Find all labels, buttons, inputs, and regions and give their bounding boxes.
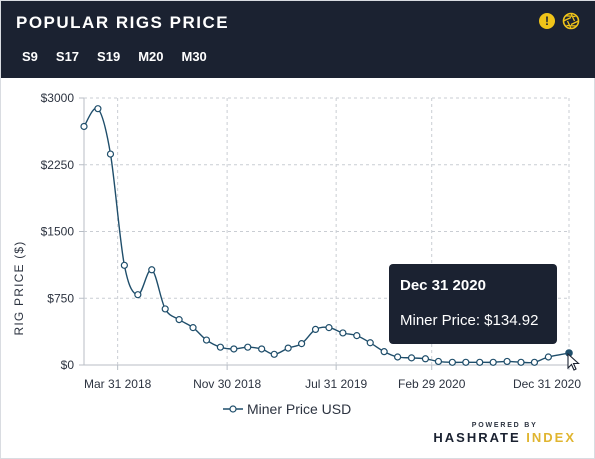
price-point[interactable] — [544, 353, 552, 361]
price-points — [80, 105, 573, 366]
powered-by-text: POWERED BY — [471, 422, 538, 429]
price-point[interactable] — [353, 332, 361, 340]
brand-accent: INDEX — [526, 430, 576, 445]
price-point[interactable] — [175, 316, 183, 324]
price-point[interactable] — [489, 358, 497, 366]
aperture-icon[interactable] — [562, 12, 580, 30]
price-point[interactable] — [339, 329, 347, 337]
price-point[interactable] — [202, 336, 211, 344]
price-point[interactable] — [503, 357, 511, 366]
x-tick-label: Mar 31 2018 — [84, 377, 152, 391]
price-point[interactable] — [258, 345, 266, 353]
price-point[interactable] — [421, 355, 430, 363]
legend-label: Miner Price USD — [247, 401, 352, 417]
price-point[interactable] — [434, 357, 443, 366]
brand-name: HASHRATE INDEX — [433, 430, 576, 445]
price-point[interactable] — [530, 358, 539, 366]
tab-s19[interactable]: S19 — [97, 49, 121, 64]
y-tick-label: $0 — [61, 358, 75, 372]
tab-s17[interactable]: S17 — [55, 49, 80, 64]
powered-by-logo[interactable]: POWERED BY HASHRATE INDEX — [433, 422, 576, 445]
rig-model-tabs: S9 S17 S19 M20 M30 — [16, 45, 213, 68]
brand-main: HASHRATE — [433, 430, 521, 445]
price-point[interactable] — [297, 340, 306, 348]
y-tick-label: $1500 — [41, 225, 75, 239]
tooltip-date: Dec 31 2020 — [400, 277, 486, 294]
price-point[interactable] — [407, 354, 416, 362]
price-point[interactable] — [189, 324, 197, 332]
tab-m30[interactable]: M30 — [181, 49, 207, 64]
price-point[interactable] — [476, 358, 484, 366]
price-point[interactable] — [462, 358, 470, 366]
price-point[interactable] — [134, 291, 142, 299]
cursor-pointer-icon — [567, 353, 580, 371]
price-point[interactable] — [148, 266, 156, 274]
price-point[interactable] — [120, 261, 128, 269]
y-axis-label: RIG PRICE ($) — [12, 241, 26, 336]
chart-legend-item[interactable]: Miner Price USD — [223, 401, 351, 417]
widget-header: POPULAR RIGS PRICE ! S9 S17 S19 M20 M30 — [1, 1, 595, 78]
price-point[interactable] — [80, 122, 88, 131]
price-point[interactable] — [106, 150, 115, 158]
price-point[interactable] — [216, 343, 224, 351]
price-point[interactable] — [448, 358, 456, 366]
price-chart: RIG PRICE ($) $0 $750 $1500 $2250 $3000 Mar … — [12, 91, 581, 391]
y-tick-labels: $0 $750 $1500 $2250 $3000 — [41, 91, 75, 372]
price-point[interactable] — [161, 305, 169, 313]
x-tick-label: Nov 30 2018 — [193, 377, 261, 391]
price-point[interactable] — [366, 339, 374, 347]
y-tick-label: $2250 — [41, 158, 75, 172]
price-point[interactable] — [380, 348, 388, 356]
price-point[interactable] — [311, 325, 320, 333]
price-point[interactable] — [270, 350, 278, 358]
x-tick-labels: Mar 31 2018 Nov 30 2018 Jul 31 2019 Feb 29 … — [84, 377, 581, 391]
widget-title: POPULAR RIGS PRICE — [16, 13, 230, 32]
y-tick-label: $750 — [47, 291, 74, 305]
x-tick-label: Jul 31 2019 — [305, 377, 367, 391]
x-tick-label: Feb 29 2020 — [398, 377, 466, 391]
tab-m20[interactable]: M20 — [138, 49, 164, 64]
price-tooltip: Dec 31 2020 Miner Price: $134.92 — [389, 264, 557, 344]
y-tick-label: $3000 — [41, 91, 75, 105]
price-point[interactable] — [517, 358, 525, 366]
price-point[interactable] — [244, 343, 252, 351]
header-icons: ! — [539, 12, 580, 30]
price-point[interactable] — [325, 324, 333, 332]
price-point[interactable] — [394, 353, 402, 361]
x-tick-label: Dec 31 2020 — [513, 377, 581, 391]
tab-s9[interactable]: S9 — [22, 49, 38, 64]
price-point[interactable] — [284, 344, 292, 352]
price-point[interactable] — [230, 345, 238, 353]
tooltip-value: Miner Price: $134.92 — [400, 312, 539, 329]
exclamation-icon[interactable]: ! — [539, 13, 555, 29]
legend-line-marker-icon — [223, 405, 243, 413]
price-point[interactable] — [94, 105, 102, 113]
